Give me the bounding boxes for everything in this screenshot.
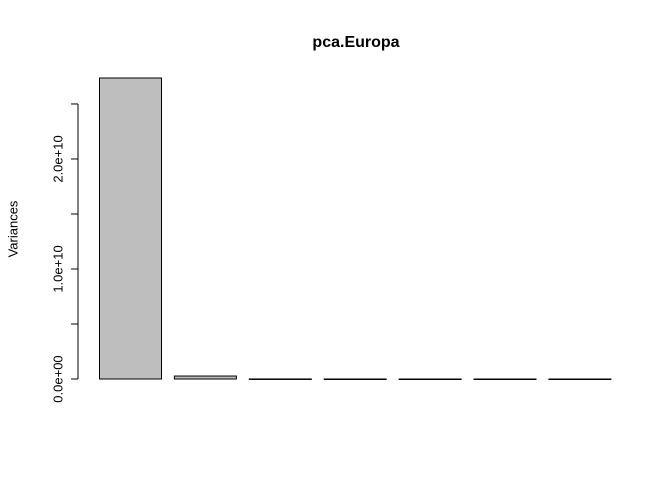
y-axis-label: Variances bbox=[5, 200, 20, 257]
bar bbox=[323, 378, 387, 380]
y-tick-label: 2.0e+10 bbox=[50, 135, 65, 182]
bar bbox=[248, 378, 312, 380]
bar bbox=[398, 378, 462, 380]
bar bbox=[548, 378, 612, 380]
y-tick-label: 1.0e+10 bbox=[50, 245, 65, 292]
chart-title: pca.Europa bbox=[312, 34, 399, 51]
y-tick-label: 0.0e+00 bbox=[50, 355, 65, 402]
bar bbox=[473, 378, 537, 380]
bar bbox=[99, 77, 162, 380]
bar bbox=[173, 375, 237, 380]
